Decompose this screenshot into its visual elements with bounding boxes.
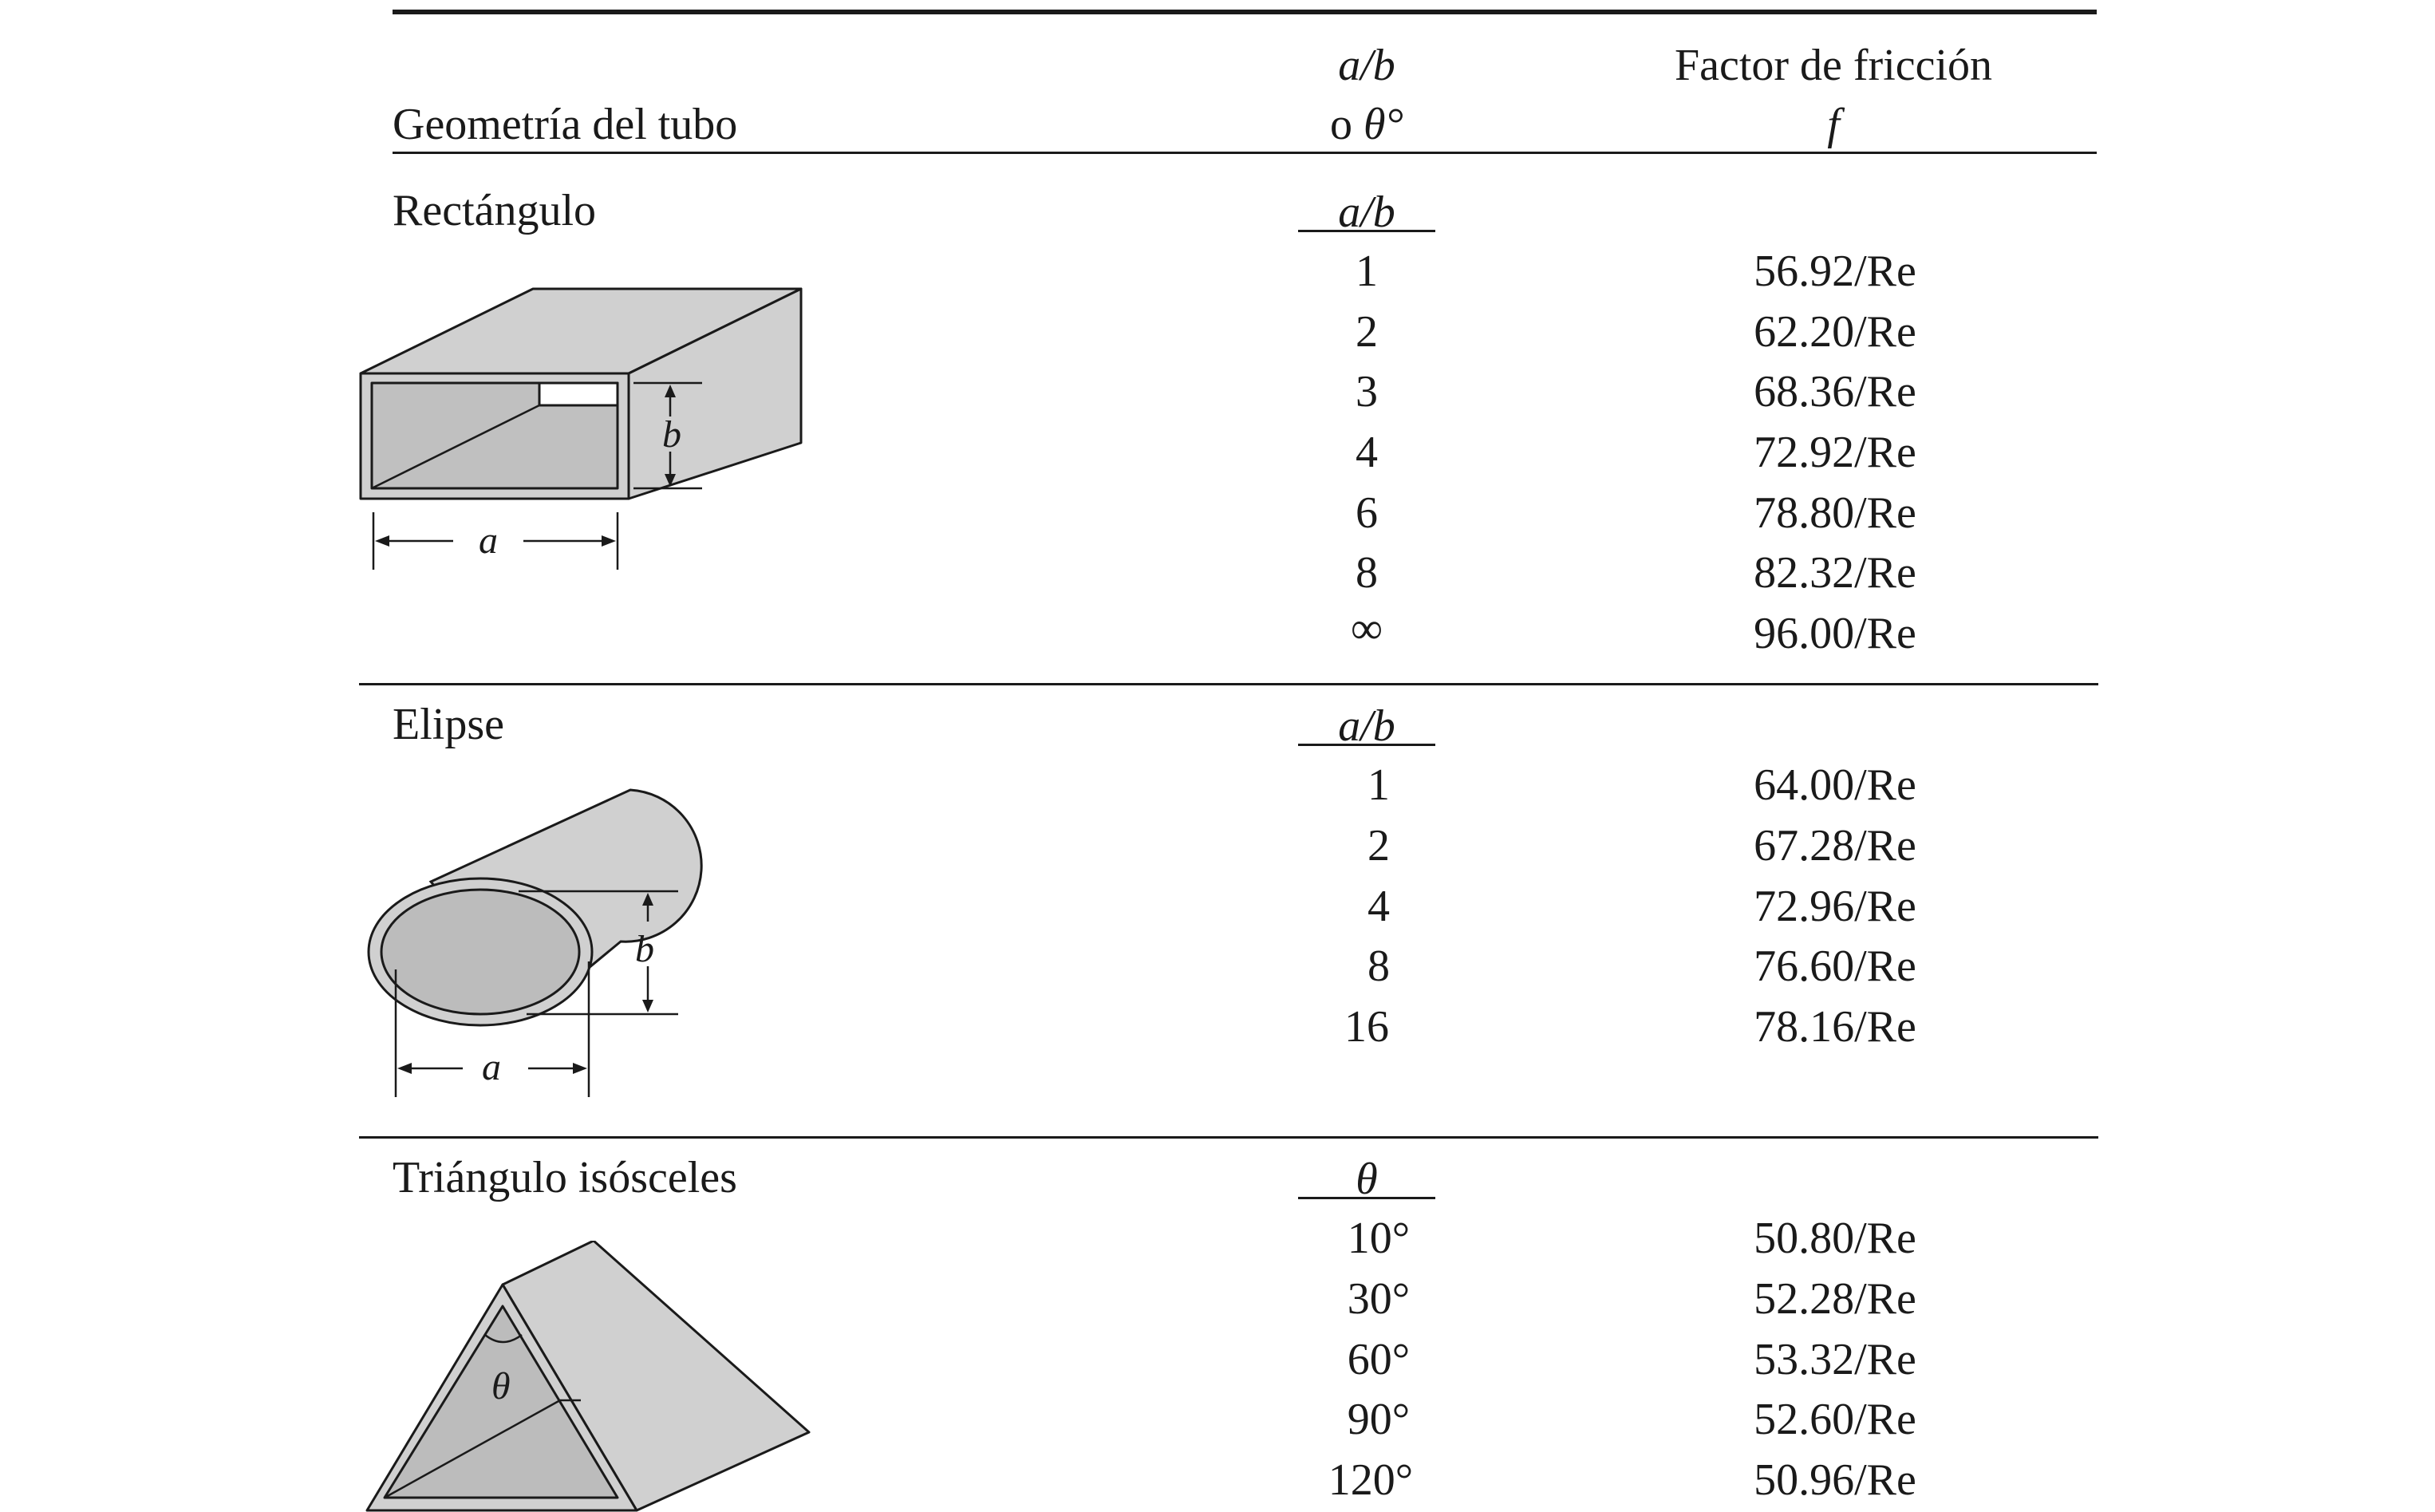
param-value: 8 bbox=[1367, 942, 1390, 991]
param-value: 4 bbox=[1356, 428, 1378, 477]
param-value: 4 bbox=[1367, 882, 1390, 931]
section-title-triangle: Triángulo isósceles bbox=[393, 1153, 737, 1202]
param-label-triangle: θ bbox=[1356, 1155, 1378, 1204]
param-value: 120° bbox=[1328, 1455, 1414, 1505]
rect-dim-a-label: a bbox=[479, 519, 498, 562]
param-value: 90° bbox=[1347, 1395, 1411, 1444]
header-param-line1: a/b bbox=[1338, 41, 1395, 90]
friction-value: 78.80/Re bbox=[1754, 488, 1916, 538]
theta-arc bbox=[484, 1333, 523, 1344]
friction-value: 52.28/Re bbox=[1754, 1274, 1916, 1324]
friction-value: 82.32/Re bbox=[1754, 548, 1916, 598]
section-title-ellipse: Elipse bbox=[393, 700, 504, 749]
friction-value: 96.00/Re bbox=[1754, 609, 1916, 658]
friction-value: 52.60/Re bbox=[1754, 1395, 1916, 1444]
param-value: 10° bbox=[1347, 1214, 1411, 1263]
param-value: 30° bbox=[1347, 1274, 1411, 1324]
param-label-rectangle: a/b bbox=[1338, 188, 1395, 237]
rectangle-duct-figure: b a bbox=[359, 287, 803, 570]
param-underline-rectangle bbox=[1298, 230, 1435, 232]
rect-dim-b-label: b bbox=[662, 413, 681, 456]
param-underline-triangle bbox=[1298, 1197, 1435, 1199]
header-friction-line2: f bbox=[1827, 100, 1840, 149]
ellipse-inner-opening bbox=[380, 888, 581, 1016]
friction-value: 56.92/Re bbox=[1754, 247, 1916, 296]
header-geometry: Geometría del tubo bbox=[393, 100, 738, 149]
rect-inner-highlight bbox=[538, 381, 619, 407]
friction-value: 50.80/Re bbox=[1754, 1214, 1916, 1263]
header-param-prefix: o bbox=[1330, 100, 1364, 149]
friction-value: 72.96/Re bbox=[1754, 882, 1916, 931]
header-friction-line1: Factor de fricción bbox=[1674, 41, 1993, 90]
param-value: 1 bbox=[1367, 760, 1390, 810]
ellipse-dim-b-label: b bbox=[635, 928, 654, 970]
param-value: 2 bbox=[1367, 821, 1390, 870]
param-underline-ellipse bbox=[1298, 744, 1435, 746]
param-value: 2 bbox=[1356, 307, 1378, 357]
header-param-line2: o θ° bbox=[1330, 102, 1403, 147]
friction-value: 78.16/Re bbox=[1754, 1002, 1916, 1052]
friction-value: 68.36/Re bbox=[1754, 367, 1916, 416]
triangle-theta-label: θ bbox=[491, 1365, 511, 1407]
section-title-rectangle: Rectángulo bbox=[393, 186, 597, 235]
header-param-symbol: θ° bbox=[1364, 100, 1403, 149]
friction-value: 64.00/Re bbox=[1754, 760, 1916, 810]
param-value: 1 bbox=[1356, 247, 1378, 296]
friction-value: 62.20/Re bbox=[1754, 307, 1916, 357]
friction-value: 50.96/Re bbox=[1754, 1455, 1916, 1505]
section-rule-2 bbox=[359, 1136, 2098, 1139]
param-value: 60° bbox=[1347, 1335, 1411, 1384]
param-value: 3 bbox=[1356, 367, 1378, 416]
table-top-rule bbox=[393, 10, 2097, 14]
param-value: ∞ bbox=[1351, 604, 1383, 653]
param-value: 8 bbox=[1356, 548, 1378, 598]
param-label-ellipse: a/b bbox=[1338, 701, 1395, 751]
friction-value: 53.32/Re bbox=[1754, 1335, 1916, 1384]
triangle-inner-opening bbox=[383, 1305, 619, 1499]
friction-value: 76.60/Re bbox=[1754, 942, 1916, 991]
param-value: 6 bbox=[1356, 488, 1378, 538]
ellipse-dim-a-label: a bbox=[482, 1046, 501, 1088]
triangle-duct-figure: θ bbox=[365, 1241, 811, 1512]
header-bottom-rule bbox=[393, 152, 2097, 154]
param-value: 16 bbox=[1344, 1002, 1389, 1052]
ellipse-duct-figure: b a bbox=[367, 788, 703, 1097]
friction-value: 67.28/Re bbox=[1754, 821, 1916, 870]
friction-value: 72.92/Re bbox=[1754, 428, 1916, 477]
section-rule-1 bbox=[359, 683, 2098, 685]
